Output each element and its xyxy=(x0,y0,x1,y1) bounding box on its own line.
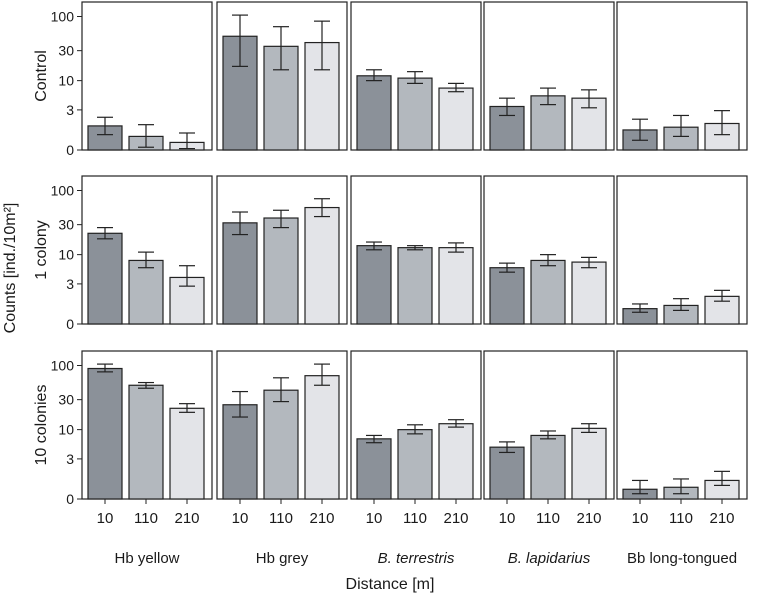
x-tick-label: 10 xyxy=(232,510,249,527)
column-label: Hb grey xyxy=(256,550,309,567)
bar xyxy=(304,375,340,500)
bar xyxy=(87,367,123,500)
bar xyxy=(530,434,566,500)
x-tick-label: 210 xyxy=(443,510,468,527)
y-tick-label: 3 xyxy=(66,451,74,467)
x-tick-label: 10 xyxy=(97,510,114,527)
y-tick-label: 30 xyxy=(58,43,74,59)
y-tick-label: 10 xyxy=(58,247,74,263)
x-tick-label: 110 xyxy=(134,510,158,527)
bar xyxy=(87,232,123,325)
x-tick-label: 10 xyxy=(366,510,383,527)
bar xyxy=(489,267,525,325)
column-label: Hb yellow xyxy=(114,550,179,567)
x-tick-label: 110 xyxy=(536,510,560,527)
y-tick-label: 10 xyxy=(58,73,74,89)
bar xyxy=(438,247,474,325)
bar xyxy=(87,125,123,151)
row-label: Control xyxy=(33,50,50,102)
y-tick-label: 30 xyxy=(58,217,74,233)
row-label: 1 colony xyxy=(33,220,50,280)
x-tick-label: 10 xyxy=(499,510,516,527)
bar xyxy=(438,87,474,151)
x-tick-label: 210 xyxy=(576,510,601,527)
y-tick-label: 30 xyxy=(58,392,74,408)
bar xyxy=(128,259,164,325)
bar xyxy=(222,222,258,325)
y-tick-label: 10 xyxy=(58,422,74,438)
bar xyxy=(397,247,433,325)
column-label: B. terrestris xyxy=(378,550,455,567)
bar xyxy=(489,446,525,500)
x-tick-label: 10 xyxy=(632,510,649,527)
panel-frame xyxy=(616,350,748,500)
x-axis-title: Distance [m] xyxy=(346,576,435,593)
bar xyxy=(356,438,392,500)
x-tick-label: 110 xyxy=(669,510,693,527)
y-axis-title: Counts [ind./10m²] xyxy=(2,203,19,334)
bar xyxy=(128,384,164,500)
bar xyxy=(438,423,474,500)
bar xyxy=(530,259,566,325)
x-tick-label: 210 xyxy=(709,510,734,527)
y-tick-label: 0 xyxy=(66,142,74,158)
bar xyxy=(397,429,433,500)
y-tick-label: 3 xyxy=(66,102,74,118)
bar xyxy=(571,427,607,500)
x-tick-label: 110 xyxy=(403,510,427,527)
bar xyxy=(356,245,392,325)
bar xyxy=(263,389,299,500)
bar xyxy=(397,77,433,151)
bar xyxy=(356,75,392,151)
y-tick-label: 100 xyxy=(51,8,75,24)
y-tick-label: 3 xyxy=(66,276,74,292)
bar xyxy=(263,217,299,325)
bar xyxy=(222,404,258,500)
y-tick-label: 0 xyxy=(66,316,74,332)
column-label: B. lapidarius xyxy=(508,550,591,567)
x-tick-label: 110 xyxy=(269,510,293,527)
bar xyxy=(571,261,607,325)
column-label: Bb long-tongued xyxy=(627,550,737,567)
x-tick-label: 210 xyxy=(174,510,199,527)
x-tick-label: 210 xyxy=(309,510,334,527)
row-label: 10 colonies xyxy=(33,385,50,466)
bar xyxy=(169,407,205,500)
bar xyxy=(304,206,340,325)
y-tick-label: 100 xyxy=(51,182,75,198)
y-tick-label: 100 xyxy=(51,357,75,373)
y-tick-label: 0 xyxy=(66,491,74,507)
